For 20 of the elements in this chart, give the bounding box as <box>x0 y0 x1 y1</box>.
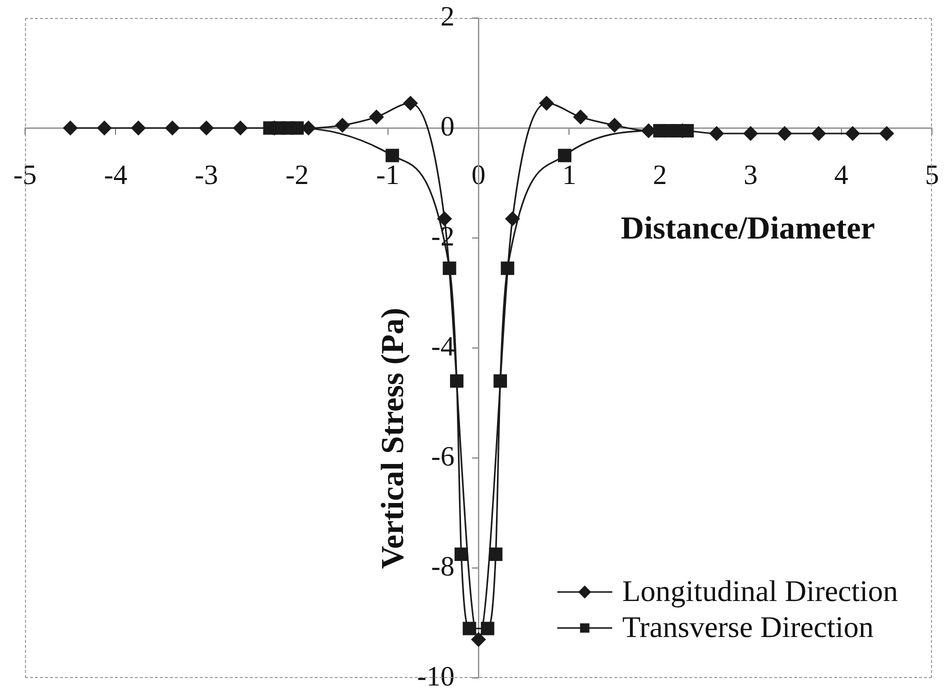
x-tick-label: -4 <box>104 160 128 192</box>
x-tick-label: 4 <box>834 160 848 192</box>
x-tick-label: -1 <box>376 160 400 192</box>
x-tick-label: 0 <box>472 160 486 192</box>
y-axis-title: Vertical Stress (Pa) <box>374 308 410 570</box>
y-tick-label: -10 <box>417 661 454 692</box>
legend-label: Longitudinal Direction <box>622 574 898 608</box>
x-tick-label: 2 <box>652 160 667 192</box>
y-tick-label: -8 <box>431 551 454 582</box>
legend-label: Transverse Direction <box>622 610 874 644</box>
y-tick-label: 0 <box>440 111 454 142</box>
x-axis-title: Distance/Diameter <box>620 209 875 246</box>
x-tick-label: 5 <box>925 160 939 192</box>
x-tick-label: 1 <box>562 160 576 192</box>
y-tick-label: 2 <box>440 1 454 32</box>
x-tick-label: -3 <box>194 160 218 192</box>
y-tick-label: -4 <box>431 331 454 362</box>
y-tick-label: -6 <box>431 441 454 472</box>
x-tick-label: 3 <box>744 160 758 192</box>
x-tick-label: -2 <box>285 160 309 192</box>
